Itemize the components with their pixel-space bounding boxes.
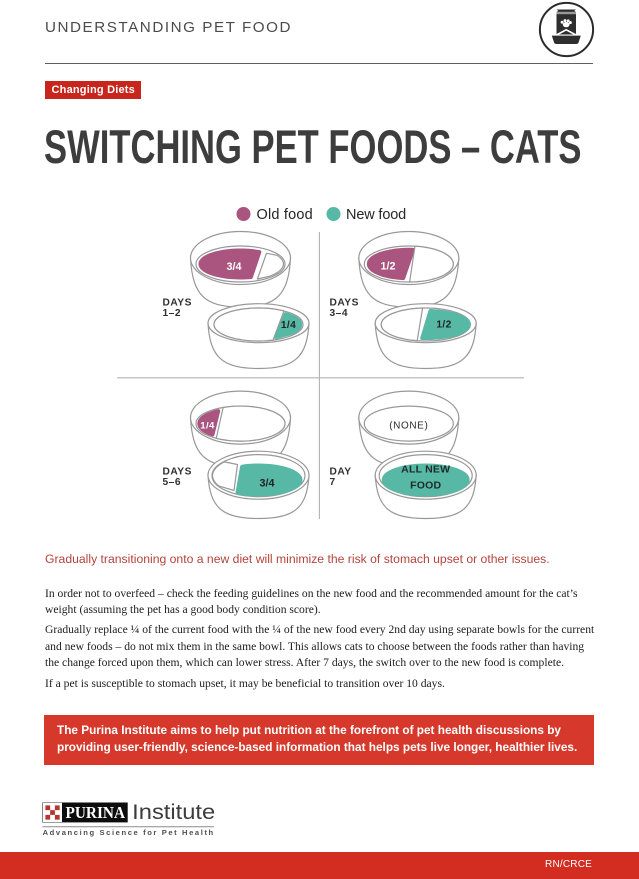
svg-text:New food: New food	[346, 207, 406, 223]
svg-text:1/2: 1/2	[380, 260, 395, 272]
svg-text:5–6: 5–6	[163, 477, 182, 488]
svg-text:Institute: Institute	[132, 800, 215, 824]
svg-text:7: 7	[330, 477, 336, 488]
svg-text:1/4: 1/4	[200, 421, 215, 432]
svg-text:1/2: 1/2	[436, 319, 451, 330]
svg-text:3/4: 3/4	[259, 477, 274, 489]
svg-text:1–2: 1–2	[163, 308, 182, 319]
svg-text:ALL NEW: ALL NEW	[401, 464, 450, 476]
svg-text:DAYS: DAYS	[163, 297, 192, 308]
svg-text:1/4: 1/4	[281, 320, 296, 331]
svg-text:3/4: 3/4	[226, 261, 241, 273]
svg-text:3–4: 3–4	[330, 308, 349, 319]
svg-text:Advancing Science for Pet Heal: Advancing Science for Pet Health	[43, 828, 214, 837]
svg-text:FOOD: FOOD	[410, 480, 441, 492]
svg-text:DAY: DAY	[330, 466, 352, 477]
svg-text:(NONE): (NONE)	[389, 421, 428, 432]
svg-text:Old food: Old food	[257, 207, 313, 223]
svg-text:DAYS: DAYS	[330, 297, 359, 308]
svg-text:DAYS: DAYS	[163, 466, 192, 477]
svg-text:PURINA: PURINA	[66, 803, 126, 822]
